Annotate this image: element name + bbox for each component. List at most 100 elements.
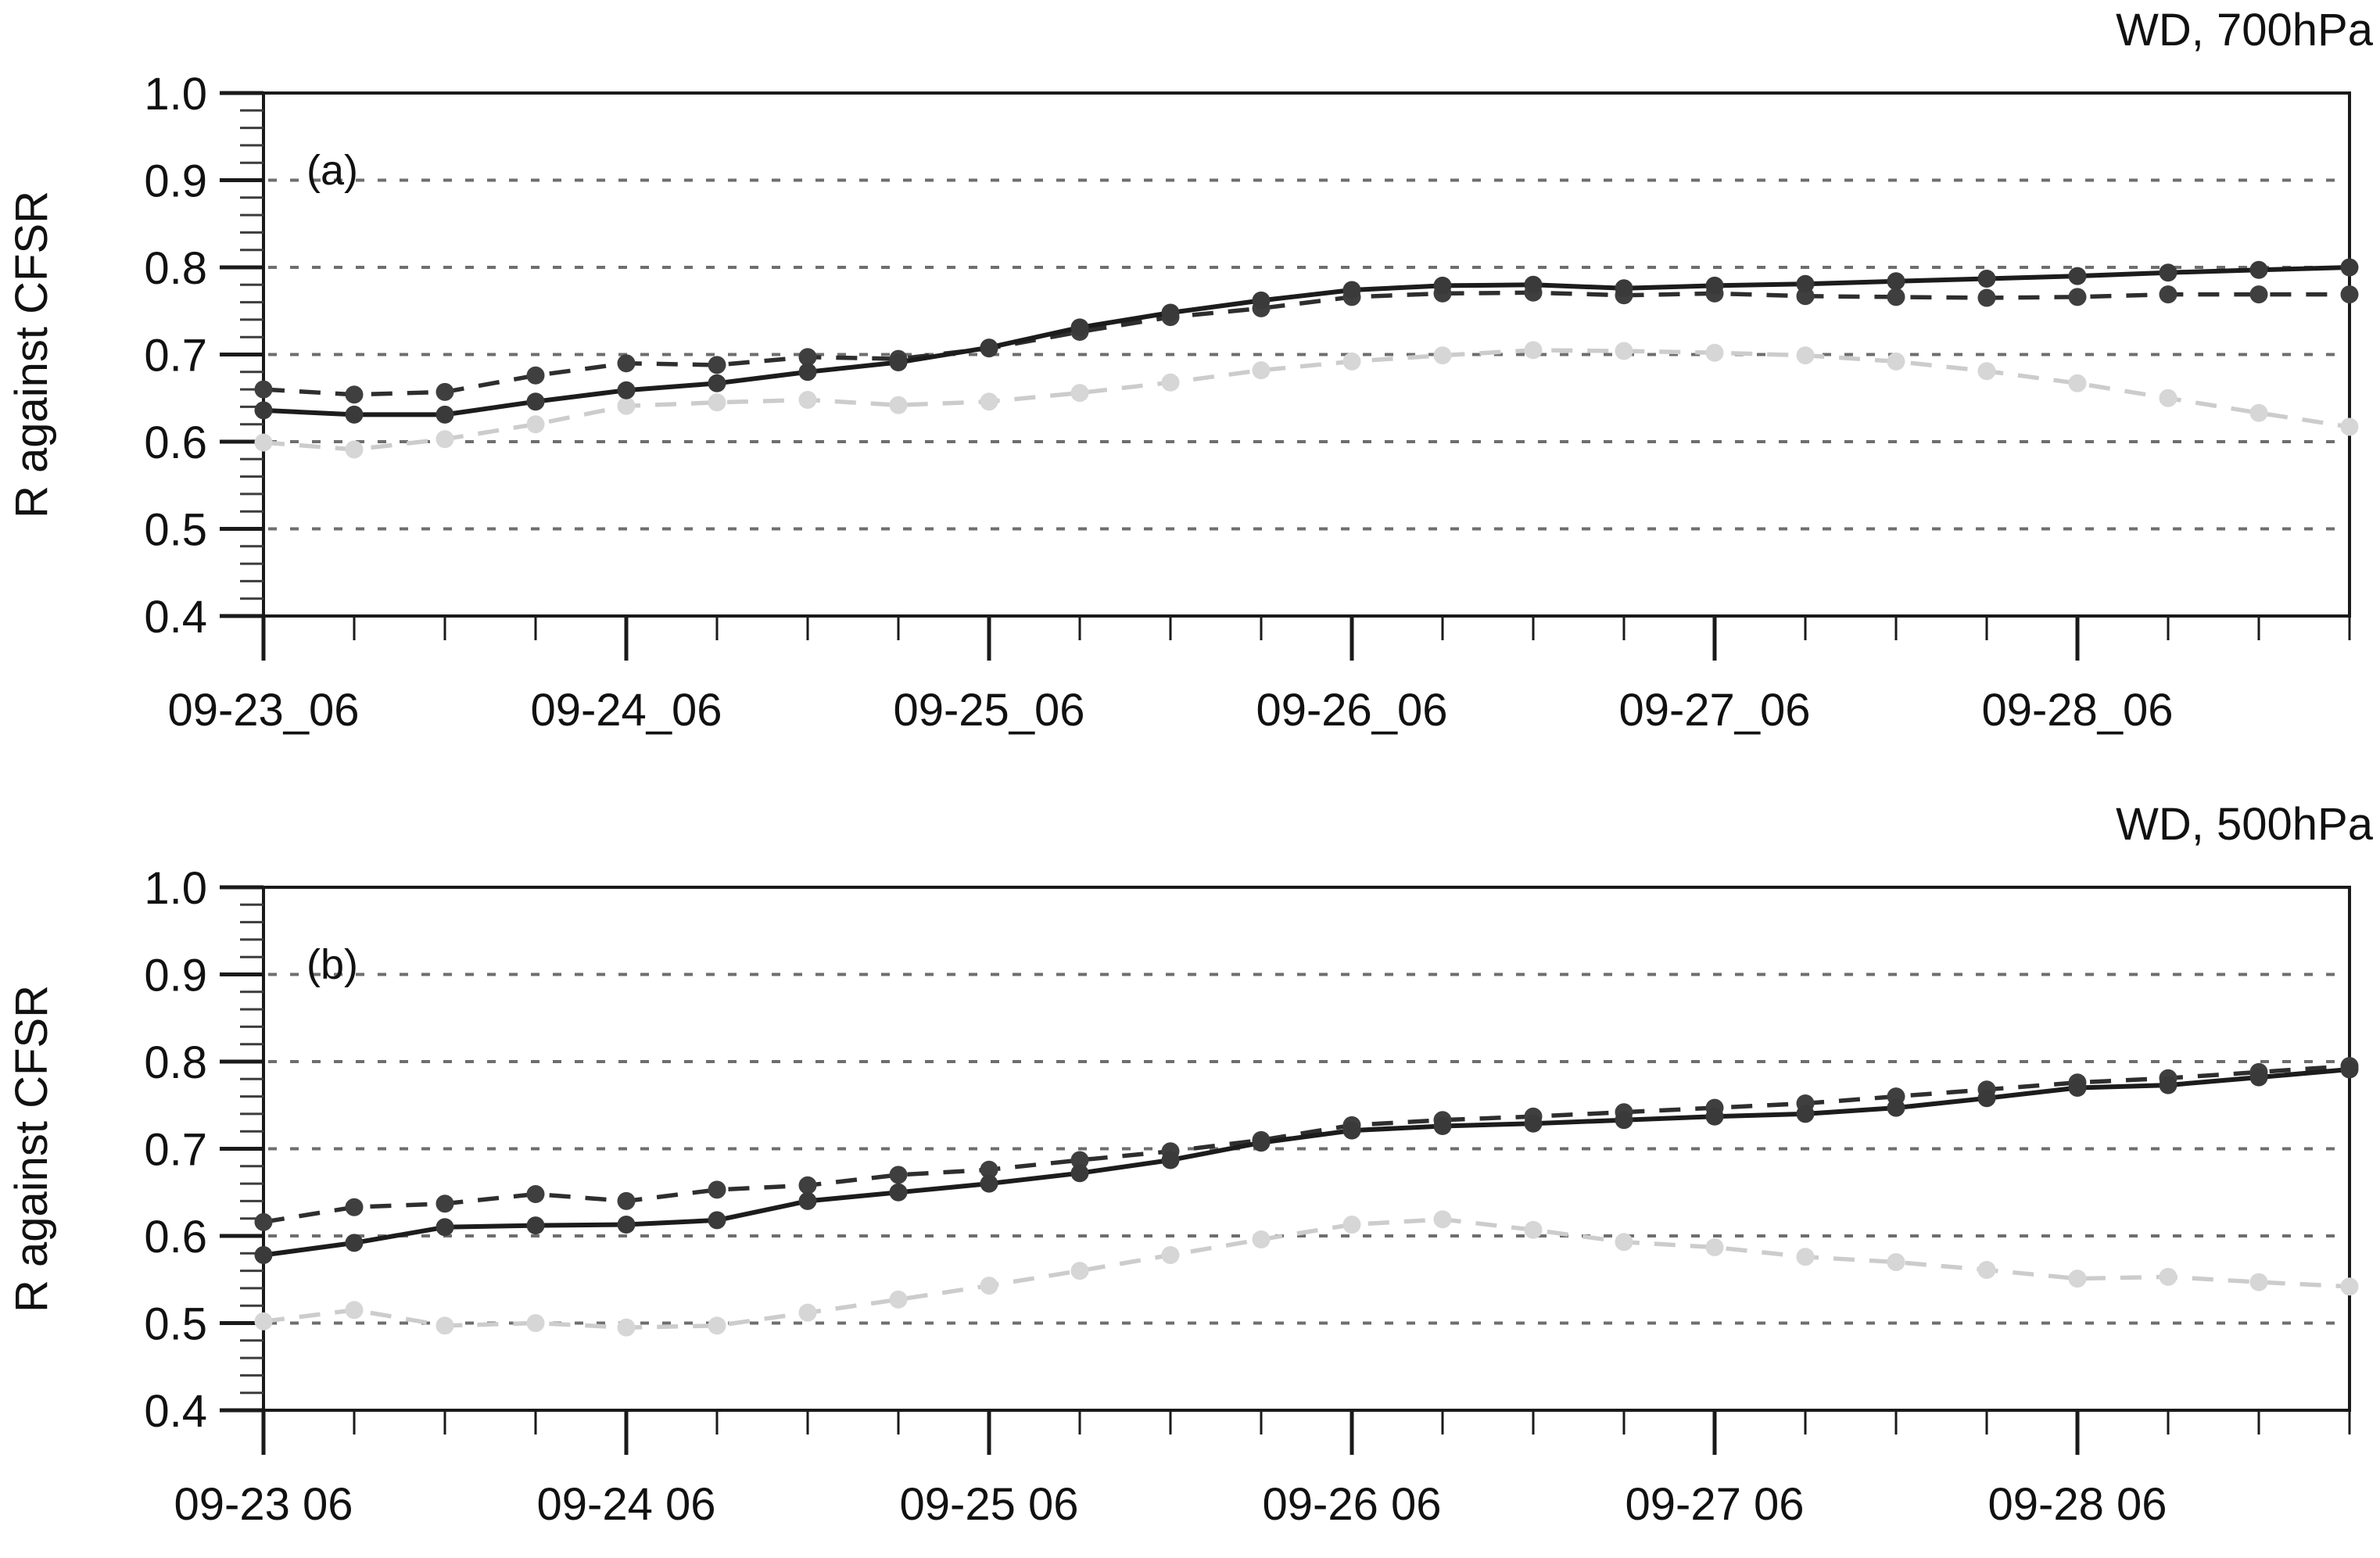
- y-tick-label: 0.6: [144, 1212, 207, 1263]
- series-marker-dashed-dark: [2159, 285, 2177, 304]
- series-marker-solid-dark: [2249, 260, 2268, 279]
- series-marker-dashed-dark: [980, 1160, 998, 1179]
- series-marker-dashed-light: [798, 1303, 817, 1322]
- series-marker-dashed-dark: [435, 382, 454, 401]
- series-marker-solid-dark: [798, 1191, 817, 1210]
- series-marker-solid-dark: [1433, 276, 1452, 295]
- series-marker-solid-dark: [1433, 1117, 1452, 1135]
- series-marker-dashed-light: [2340, 1277, 2359, 1296]
- y-tick-label: 0.4: [144, 592, 207, 643]
- series-marker-dashed-light: [1070, 1262, 1089, 1280]
- x-tick-label: 09-27_06: [1618, 685, 1810, 736]
- series-marker-dashed-light: [2068, 374, 2087, 392]
- series-marker-solid-dark: [2340, 1060, 2359, 1079]
- series-marker-solid-dark: [2068, 1079, 2087, 1097]
- y-tick-label: 1.0: [144, 69, 207, 120]
- series-marker-dashed-light: [708, 1316, 726, 1335]
- series-marker-dashed-light: [254, 1312, 273, 1331]
- series-marker-solid-dark: [1705, 276, 1724, 295]
- series-marker-solid-dark: [1252, 1134, 1271, 1152]
- series-marker-dashed-light: [1433, 1210, 1452, 1229]
- y-tick-label: 0.5: [144, 1299, 207, 1350]
- series-marker-solid-dark: [1977, 1089, 1996, 1108]
- series-marker-dashed-dark: [708, 1180, 726, 1199]
- series-marker-solid-dark: [889, 1183, 908, 1202]
- series-marker-solid-dark: [617, 381, 636, 399]
- series-marker-dashed-dark: [345, 385, 364, 404]
- series-marker-dashed-light: [980, 392, 998, 411]
- series-marker-solid-dark: [526, 392, 545, 411]
- series-marker-dashed-dark: [889, 1166, 908, 1184]
- series-line-solid-dark: [263, 1067, 2350, 1258]
- series-marker-dashed-light: [1433, 346, 1452, 365]
- series-marker-dashed-light: [1705, 1238, 1724, 1256]
- series-marker-solid-dark: [980, 338, 998, 357]
- series-marker-dashed-light: [1615, 1233, 1633, 1252]
- series-marker-dashed-light: [1796, 346, 1815, 365]
- series-marker-dashed-dark: [2249, 285, 2268, 304]
- series-marker-solid-dark: [1252, 291, 1271, 310]
- x-tick-label: 09-28 06: [1988, 1479, 2167, 1530]
- series-marker-solid-dark: [2159, 1076, 2177, 1094]
- series-marker-solid-dark: [1977, 270, 1996, 288]
- series-marker-dashed-dark: [2340, 285, 2359, 304]
- series-marker-dashed-dark: [1887, 288, 1905, 306]
- series-marker-dashed-light: [1161, 373, 1180, 392]
- x-tick-label: 09-24_06: [530, 685, 722, 736]
- series-marker-solid-dark: [345, 405, 364, 424]
- series-marker-dashed-dark: [708, 356, 726, 374]
- x-tick-label: 09-26 06: [1263, 1479, 1442, 1530]
- series-marker-solid-dark: [2249, 1068, 2268, 1087]
- x-tick-label: 09-23_06: [167, 685, 359, 736]
- series-marker-solid-dark: [1161, 303, 1180, 322]
- y-tick-label: 1.0: [144, 863, 207, 914]
- series-line-dashed-light: [263, 348, 2350, 452]
- series-marker-solid-dark: [1887, 1098, 1905, 1117]
- series-marker-solid-dark: [708, 1211, 726, 1230]
- series-marker-dashed-dark: [345, 1198, 364, 1216]
- y-tick-label: 0.9: [144, 951, 207, 1001]
- x-tick-label: 09-24 06: [537, 1479, 716, 1530]
- y-tick-label: 0.7: [144, 1125, 207, 1176]
- series-marker-solid-dark: [617, 1216, 636, 1234]
- series-marker-solid-dark: [435, 1218, 454, 1237]
- series-marker-solid-dark: [2068, 267, 2087, 285]
- series-marker-solid-dark: [1070, 318, 1089, 337]
- series-marker-dashed-light: [435, 1316, 454, 1335]
- series-line-dashed-light: [263, 1217, 2350, 1330]
- series-marker-solid-dark: [1615, 279, 1633, 298]
- y-axis-title: R against CFSR: [6, 985, 57, 1313]
- series-marker-solid-dark: [798, 363, 817, 381]
- series-marker-dashed-dark: [526, 366, 545, 385]
- series-marker-dashed-dark: [617, 354, 636, 373]
- series-marker-dashed-light: [889, 396, 908, 414]
- series-marker-dashed-dark: [1070, 1151, 1089, 1169]
- series-marker-dashed-light: [617, 396, 636, 415]
- series-marker-solid-dark: [254, 1246, 273, 1264]
- series-marker-solid-dark: [435, 405, 454, 424]
- series-marker-solid-dark: [526, 1216, 545, 1235]
- series-marker-dashed-light: [1615, 342, 1633, 360]
- series-marker-dashed-light: [1161, 1246, 1180, 1264]
- series-marker-dashed-light: [889, 1290, 908, 1309]
- series-marker-dashed-light: [1977, 1261, 1996, 1279]
- series-line-dashed-dark: [263, 290, 2350, 397]
- series-marker-dashed-light: [1524, 341, 1543, 360]
- series-marker-dashed-light: [1342, 1216, 1361, 1234]
- series-marker-dashed-light: [2249, 1273, 2268, 1291]
- series-marker-dashed-light: [1887, 352, 1905, 371]
- series-marker-solid-dark: [980, 1174, 998, 1193]
- series-marker-solid-dark: [254, 401, 273, 420]
- series-marker-solid-dark: [1796, 1105, 1815, 1123]
- series-marker-dashed-light: [1252, 361, 1271, 380]
- series-marker-dashed-dark: [435, 1194, 454, 1213]
- series-marker-dashed-light: [2159, 389, 2177, 407]
- series-marker-dashed-dark: [1977, 288, 1996, 307]
- series-marker-solid-dark: [1342, 281, 1361, 299]
- series-marker-solid-dark: [889, 353, 908, 371]
- series-marker-dashed-light: [2340, 417, 2359, 436]
- x-tick-label: 09-25_06: [893, 685, 1084, 736]
- series-marker-dashed-light: [1342, 352, 1361, 371]
